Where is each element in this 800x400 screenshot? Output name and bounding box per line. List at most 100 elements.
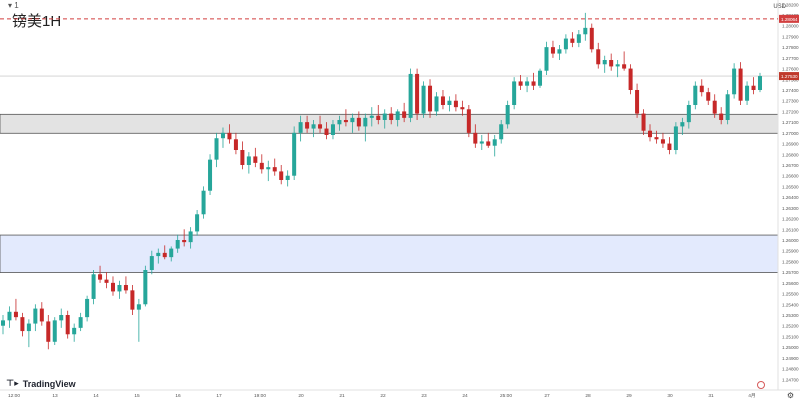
candle-body [486, 141, 491, 146]
candle-body [628, 68, 633, 90]
interval-menu[interactable]: ▾ 1 [8, 1, 19, 10]
y-tick-label: 1.27300 [782, 99, 799, 104]
resistance-zone [0, 113, 779, 134]
candle-body [214, 138, 219, 160]
candle-body [505, 105, 510, 125]
candle-body [757, 76, 763, 90]
candle-body [641, 113, 646, 131]
candle-body [382, 113, 387, 120]
candle-body [356, 117, 361, 127]
candle-body [350, 117, 355, 123]
candle-body [130, 290, 135, 310]
candle-body [499, 124, 504, 140]
candle-body [434, 96, 439, 112]
candle-body [91, 274, 96, 299]
candle-body [330, 124, 335, 135]
y-tick-label: 1.24800 [782, 367, 799, 372]
candle-body [693, 85, 698, 105]
candle-body [266, 167, 271, 170]
candle-body [123, 285, 128, 291]
candle-body [182, 240, 187, 243]
y-tick-label: 1.26800 [782, 152, 799, 157]
candle-body [175, 240, 180, 249]
candle-body [117, 285, 122, 292]
y-tick-label: 1.26500 [782, 184, 799, 189]
y-tick-label: 1.26400 [782, 195, 799, 200]
candle-body [699, 85, 704, 93]
candle-body [615, 64, 620, 67]
candle-body [583, 27, 588, 35]
candle-body [188, 231, 193, 243]
candle-body [0, 320, 6, 326]
price-tag-label: 1.28064 [781, 17, 798, 22]
y-tick-label: 1.25100 [782, 334, 799, 339]
y-tick-label: 1.25900 [782, 249, 799, 254]
candle-body [343, 120, 348, 123]
candle-body [660, 139, 665, 144]
candle-body [78, 317, 83, 328]
candle-body [33, 308, 38, 324]
candle-body [732, 68, 737, 95]
candle-body [589, 27, 594, 50]
candle-body [305, 122, 310, 129]
candle-body [208, 159, 213, 191]
y-tick-label: 1.24900 [782, 356, 799, 361]
candle-body [389, 113, 394, 120]
candle-body [622, 64, 627, 69]
x-tick-label: 31 [708, 393, 714, 399]
y-tick-label: 1.27600 [782, 67, 799, 72]
candle-body [39, 308, 44, 322]
candle-body [706, 92, 711, 101]
candle-body [26, 323, 31, 332]
candle-body [59, 315, 64, 321]
x-tick-label: 13 [52, 393, 58, 399]
candle-body [648, 130, 653, 138]
candle-body [220, 132, 225, 139]
y-tick-label: 1.27400 [782, 88, 799, 93]
y-tick-label: 1.25400 [782, 302, 799, 307]
candle-body [143, 270, 148, 305]
candle-body [492, 139, 497, 146]
candle-body [52, 320, 57, 342]
x-tick-label: 30 [667, 393, 673, 399]
candle-body [745, 85, 750, 101]
candle-body [72, 327, 77, 335]
candle-body [635, 90, 640, 114]
y-tick-label: 1.26100 [782, 227, 799, 232]
gear-icon[interactable]: ⚙ [786, 391, 794, 400]
candle-body [725, 94, 730, 120]
candle-body [531, 81, 536, 86]
y-tick-label: 1.26600 [782, 174, 799, 179]
candle-body [751, 85, 756, 90]
candle-body [20, 317, 25, 332]
x-tick-label: 22 [380, 393, 386, 399]
y-tick-label: 1.25600 [782, 281, 799, 286]
y-tick-label: 1.25800 [782, 259, 799, 264]
candle-body [421, 85, 426, 114]
x-tick-label: 21 [339, 393, 345, 399]
candle-body [85, 298, 90, 318]
candle-body [673, 126, 678, 150]
tradingview-logo[interactable]: ⊤▸ TradingView [6, 378, 76, 389]
y-tick-label: 1.27000 [782, 131, 799, 136]
candle-body [136, 304, 141, 310]
currency-unit: USD [773, 4, 786, 10]
candle-body [738, 68, 743, 101]
candle-body [195, 214, 200, 232]
candle-body [162, 252, 167, 258]
candle-body [253, 156, 258, 163]
x-tick-label: 19:00 [254, 393, 266, 399]
candle-body [680, 122, 685, 127]
y-tick-label: 1.27700 [782, 56, 799, 61]
candle-body [609, 60, 614, 67]
y-tick-label: 1.25200 [782, 324, 799, 329]
clock-icon[interactable] [757, 381, 765, 389]
candle-body [667, 143, 672, 150]
candle-body [557, 49, 562, 54]
candle-body [376, 115, 381, 120]
candle-body [460, 107, 465, 110]
y-tick-label: 1.27200 [782, 109, 799, 114]
candle-body [7, 311, 12, 321]
candle-body [324, 128, 329, 135]
